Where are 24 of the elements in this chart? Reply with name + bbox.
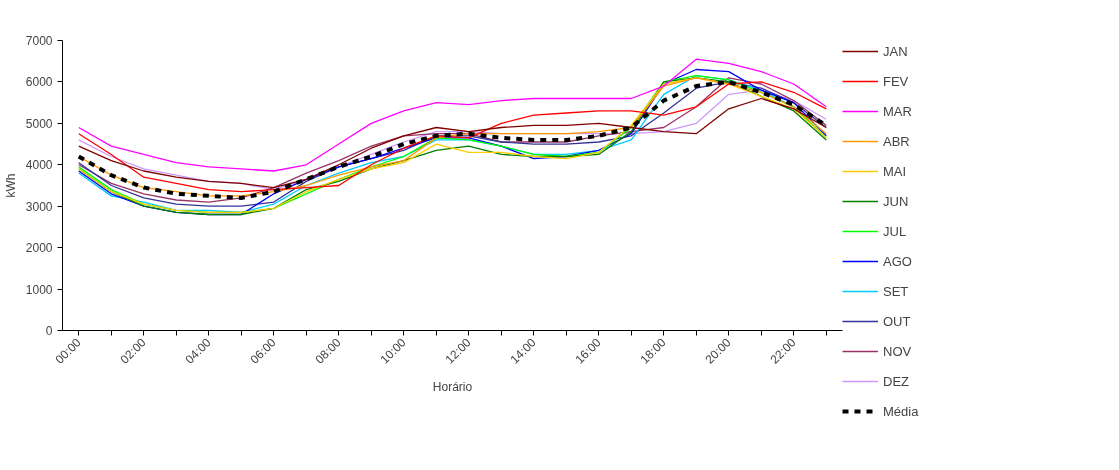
- legend-label: SET: [883, 282, 909, 301]
- legend-label: JUL: [883, 222, 907, 241]
- legend-label: FEV: [883, 72, 909, 91]
- legend-label: MAR: [883, 102, 912, 121]
- legend-label: AGO: [883, 252, 912, 271]
- y-tick-label: 5000: [25, 116, 53, 131]
- legend-label: JAN: [883, 42, 908, 61]
- y-tick-label: 6000: [25, 75, 53, 90]
- legend-label: JUN: [883, 192, 909, 211]
- y-tick-label: 2000: [25, 241, 53, 256]
- y-tick-label: 7000: [25, 34, 53, 48]
- legend-label: MAI: [883, 162, 907, 181]
- legend-label: Média: [883, 402, 919, 421]
- x-axis-title: Horário: [432, 379, 473, 394]
- y-axis-title: kWh: [3, 173, 18, 198]
- y-tick-label: 3000: [25, 199, 53, 214]
- y-tick-label: 1000: [25, 282, 53, 297]
- line-series: [78, 58, 827, 172]
- legend-label: NOV: [883, 342, 912, 361]
- legend-label: OUT: [883, 312, 911, 331]
- y-tick-label: 4000: [25, 158, 53, 173]
- y-tick-label: 0: [45, 324, 53, 338]
- legend-label: DEZ: [883, 372, 909, 391]
- legend-label: ABR: [883, 132, 910, 151]
